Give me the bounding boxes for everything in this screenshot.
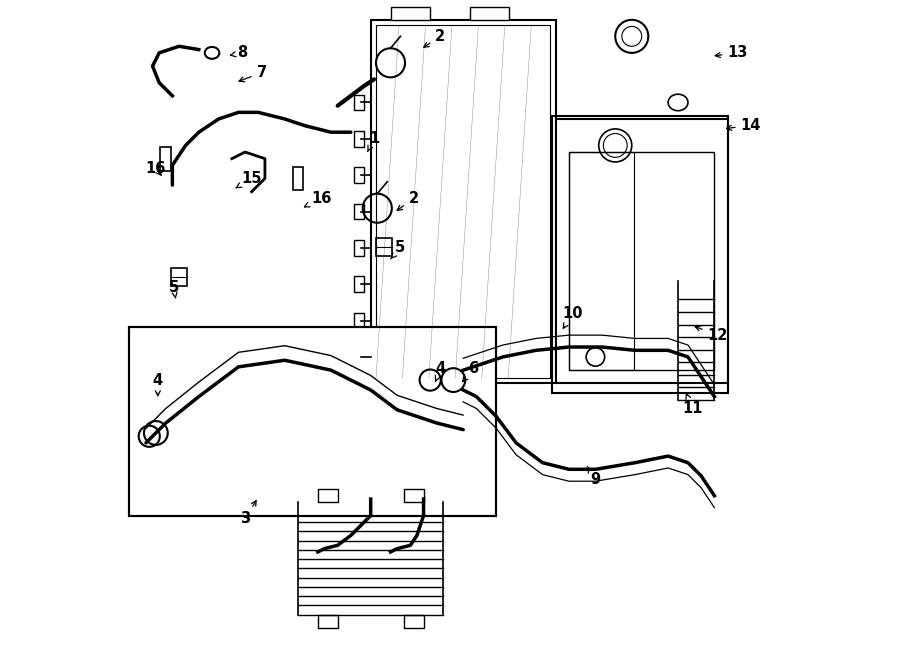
Bar <box>391 383 430 397</box>
Text: 6: 6 <box>463 362 478 381</box>
Text: 5: 5 <box>168 280 179 298</box>
Bar <box>355 313 365 329</box>
Bar <box>318 615 338 628</box>
Text: 12: 12 <box>695 326 728 342</box>
Text: 3: 3 <box>240 500 256 526</box>
Text: 16: 16 <box>304 191 331 207</box>
Bar <box>470 7 509 20</box>
Text: 14: 14 <box>726 118 760 133</box>
Bar <box>376 25 551 378</box>
Bar <box>130 327 496 516</box>
Bar <box>355 95 365 110</box>
Text: 1: 1 <box>367 132 379 151</box>
Bar <box>130 327 496 516</box>
Bar <box>371 20 556 383</box>
Bar <box>355 204 365 219</box>
Text: 10: 10 <box>562 307 582 329</box>
Text: 4: 4 <box>436 362 446 381</box>
Bar <box>404 615 424 628</box>
Text: 9: 9 <box>587 467 600 486</box>
Bar <box>160 147 171 171</box>
Bar <box>292 167 303 190</box>
Text: 16: 16 <box>146 161 166 176</box>
Text: 13: 13 <box>716 46 748 60</box>
Bar <box>556 119 727 383</box>
Bar <box>404 489 424 502</box>
Bar <box>355 167 365 183</box>
Bar <box>355 349 365 365</box>
Text: 4: 4 <box>153 373 163 396</box>
Bar <box>355 131 365 147</box>
Bar <box>318 489 338 502</box>
Bar <box>553 116 727 393</box>
Bar <box>569 152 715 370</box>
Text: 11: 11 <box>682 394 703 416</box>
Text: 5: 5 <box>391 241 406 259</box>
Text: 7: 7 <box>239 65 266 82</box>
Bar <box>569 152 634 370</box>
Text: 2: 2 <box>397 191 418 210</box>
Bar <box>391 7 430 20</box>
Bar <box>355 240 365 256</box>
Bar <box>376 238 392 256</box>
Text: 15: 15 <box>236 171 262 188</box>
Bar <box>355 276 365 292</box>
Bar <box>171 268 187 286</box>
Text: 2: 2 <box>424 29 446 47</box>
Text: 8: 8 <box>230 46 247 60</box>
